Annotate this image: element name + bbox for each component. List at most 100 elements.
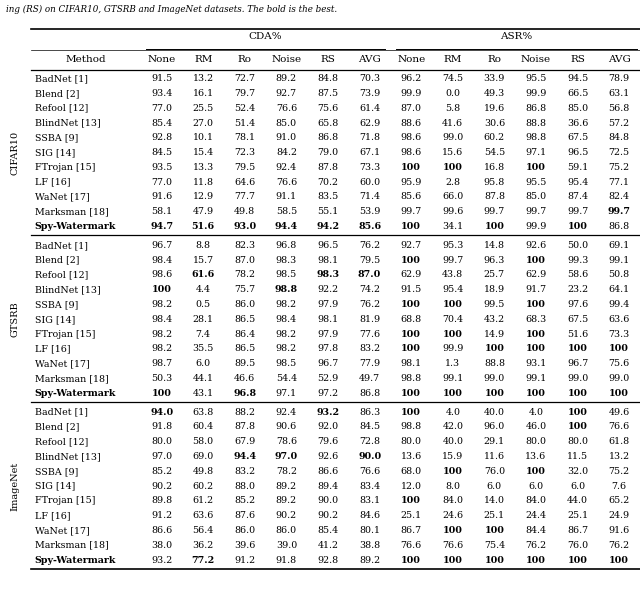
Text: 51.4: 51.4 <box>234 119 255 128</box>
Text: 99.7: 99.7 <box>567 207 588 216</box>
Text: ImageNet: ImageNet <box>11 461 20 511</box>
Text: 85.4: 85.4 <box>151 119 172 128</box>
Text: 71.4: 71.4 <box>359 193 380 201</box>
Text: FTrojan [15]: FTrojan [15] <box>35 330 95 339</box>
Text: 75.6: 75.6 <box>609 359 630 368</box>
Text: 2.8: 2.8 <box>445 178 460 187</box>
Text: 100: 100 <box>526 344 546 353</box>
Text: 99.7: 99.7 <box>525 207 547 216</box>
Text: 76.2: 76.2 <box>359 241 380 250</box>
Text: 100: 100 <box>484 389 504 398</box>
Text: 97.1: 97.1 <box>525 148 547 157</box>
Text: 42.0: 42.0 <box>442 423 463 432</box>
Text: 84.8: 84.8 <box>609 134 630 142</box>
Text: Marksman [18]: Marksman [18] <box>35 374 108 383</box>
Text: 56.4: 56.4 <box>193 526 214 535</box>
Text: 95.5: 95.5 <box>525 74 547 83</box>
Text: 76.6: 76.6 <box>401 541 422 550</box>
Text: 87.0: 87.0 <box>234 256 255 265</box>
Text: 86.5: 86.5 <box>234 315 255 324</box>
Text: 50.0: 50.0 <box>567 241 588 250</box>
Text: 49.8: 49.8 <box>193 467 214 476</box>
Text: 86.8: 86.8 <box>525 104 547 113</box>
Text: 14.0: 14.0 <box>484 496 505 505</box>
Text: 46.0: 46.0 <box>525 423 547 432</box>
Text: 74.2: 74.2 <box>359 285 380 294</box>
Text: BlindNet [13]: BlindNet [13] <box>35 452 100 461</box>
Text: 90.6: 90.6 <box>276 423 297 432</box>
Text: 94.5: 94.5 <box>567 74 588 83</box>
Text: 52.4: 52.4 <box>234 104 255 113</box>
Text: 79.5: 79.5 <box>359 256 380 265</box>
Text: 100: 100 <box>568 344 588 353</box>
Text: 88.0: 88.0 <box>234 482 255 491</box>
Text: 65.2: 65.2 <box>609 496 630 505</box>
Text: 87.6: 87.6 <box>234 511 255 520</box>
Text: 65.8: 65.8 <box>317 119 339 128</box>
Text: 99.0: 99.0 <box>442 134 463 142</box>
Text: 50.8: 50.8 <box>609 271 630 280</box>
Text: 100: 100 <box>401 389 421 398</box>
Text: 0.5: 0.5 <box>196 300 211 309</box>
Text: 75.2: 75.2 <box>609 163 630 172</box>
Text: 18.9: 18.9 <box>484 285 505 294</box>
Text: 11.8: 11.8 <box>193 178 214 187</box>
Text: Refool [12]: Refool [12] <box>35 104 88 113</box>
Text: 40.0: 40.0 <box>484 408 505 417</box>
Text: 99.9: 99.9 <box>525 89 547 98</box>
Text: 27.0: 27.0 <box>193 119 214 128</box>
Text: 72.8: 72.8 <box>359 437 380 446</box>
Text: 8.0: 8.0 <box>445 482 460 491</box>
Text: 63.6: 63.6 <box>609 315 630 324</box>
Text: 80.0: 80.0 <box>567 437 588 446</box>
Text: 76.6: 76.6 <box>359 467 380 476</box>
Text: 43.8: 43.8 <box>442 271 463 280</box>
Text: 43.1: 43.1 <box>193 389 214 398</box>
Text: 77.1: 77.1 <box>609 178 630 187</box>
Text: 95.9: 95.9 <box>401 178 422 187</box>
Text: 100: 100 <box>401 330 421 339</box>
Text: 94.4: 94.4 <box>233 452 257 461</box>
Text: Refool [12]: Refool [12] <box>35 437 88 446</box>
Text: 14.9: 14.9 <box>484 330 505 339</box>
Text: 60.2: 60.2 <box>193 482 214 491</box>
Text: CIFAR10: CIFAR10 <box>11 131 20 175</box>
Text: 96.8: 96.8 <box>276 241 297 250</box>
Text: 77.7: 77.7 <box>234 193 255 201</box>
Text: 97.1: 97.1 <box>276 389 297 398</box>
Text: SSBA [9]: SSBA [9] <box>35 300 78 309</box>
Text: 16.1: 16.1 <box>193 89 214 98</box>
Text: 100: 100 <box>401 256 421 265</box>
Text: 58.6: 58.6 <box>567 271 588 280</box>
Text: 98.6: 98.6 <box>401 148 422 157</box>
Text: 47.9: 47.9 <box>193 207 214 216</box>
Text: 80.0: 80.0 <box>401 437 422 446</box>
Text: 81.9: 81.9 <box>359 315 380 324</box>
Text: 69.1: 69.1 <box>609 241 630 250</box>
Text: 44.1: 44.1 <box>193 374 214 383</box>
Text: 97.2: 97.2 <box>317 389 339 398</box>
Text: 79.5: 79.5 <box>234 163 255 172</box>
Text: 100: 100 <box>568 222 588 231</box>
Text: 19.6: 19.6 <box>484 104 505 113</box>
Text: 23.2: 23.2 <box>567 285 588 294</box>
Text: 93.2: 93.2 <box>316 408 340 417</box>
Text: 84.0: 84.0 <box>442 496 463 505</box>
Text: 92.8: 92.8 <box>317 555 339 564</box>
Text: 88.6: 88.6 <box>401 119 422 128</box>
Text: 24.4: 24.4 <box>525 511 547 520</box>
Text: SIG [14]: SIG [14] <box>35 148 75 157</box>
Text: 90.2: 90.2 <box>276 511 297 520</box>
Text: 91.6: 91.6 <box>609 526 630 535</box>
Text: 88.8: 88.8 <box>484 359 505 368</box>
Text: 43.2: 43.2 <box>484 315 505 324</box>
Text: 100: 100 <box>401 163 421 172</box>
Text: AVG: AVG <box>608 55 630 64</box>
Text: 86.0: 86.0 <box>276 526 297 535</box>
Text: 96.8: 96.8 <box>233 389 257 398</box>
Text: Noise: Noise <box>521 55 551 64</box>
Text: 95.8: 95.8 <box>484 178 505 187</box>
Text: 93.0: 93.0 <box>233 222 257 231</box>
Text: 99.9: 99.9 <box>401 89 422 98</box>
Text: 75.2: 75.2 <box>609 467 630 476</box>
